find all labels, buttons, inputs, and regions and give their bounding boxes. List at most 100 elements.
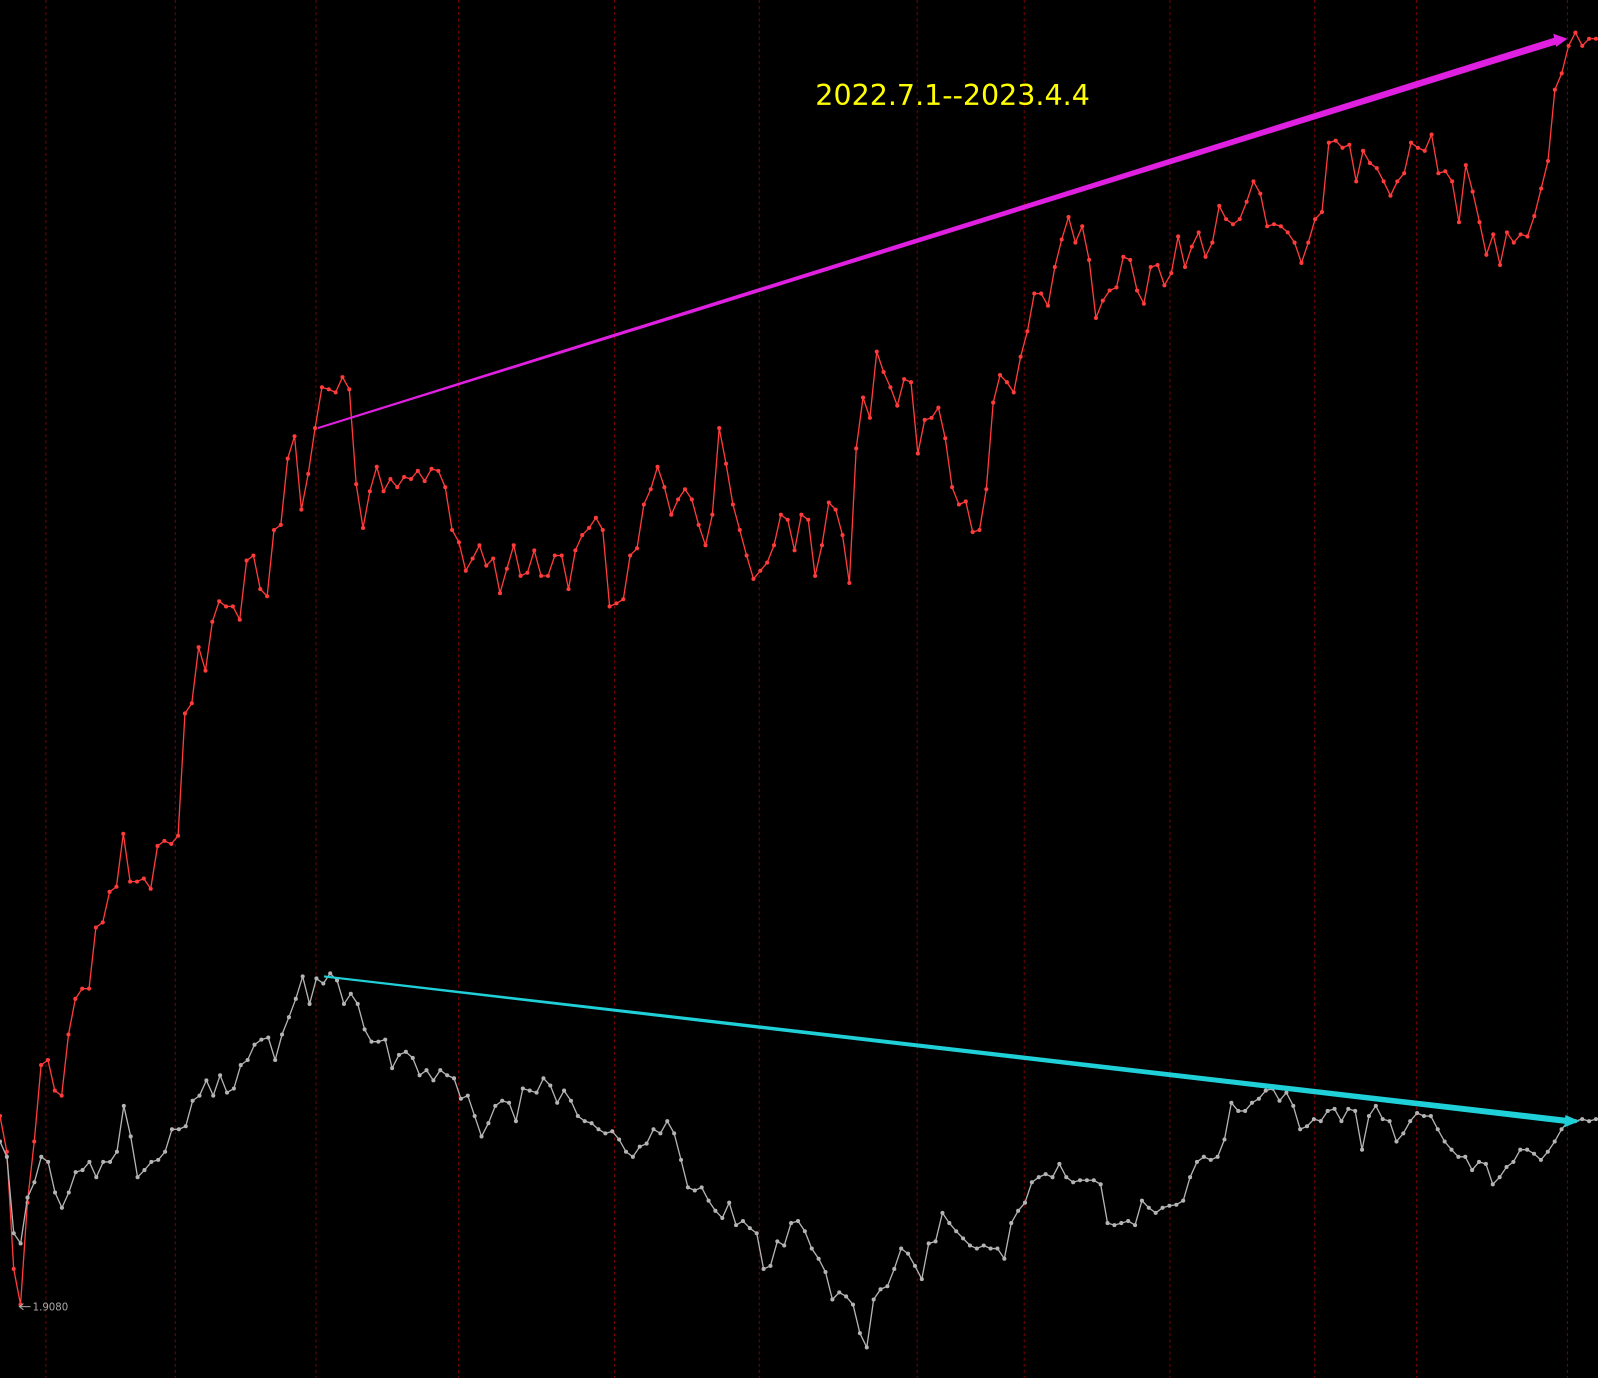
data-point [1256, 1096, 1261, 1101]
data-point [25, 1195, 30, 1200]
data-point [847, 580, 852, 586]
data-point [727, 1200, 732, 1205]
data-point [651, 1127, 656, 1132]
data-point [1484, 252, 1489, 257]
data-point [703, 543, 708, 548]
data-point [1100, 298, 1105, 303]
data-point [87, 986, 92, 991]
data-point [245, 1057, 250, 1063]
data-point [582, 1119, 587, 1124]
data-point [1374, 166, 1379, 171]
data-point [381, 489, 386, 494]
data-point [1532, 1151, 1537, 1156]
data-point [1133, 1223, 1138, 1228]
data-point [902, 377, 907, 382]
data-point [1538, 1157, 1543, 1162]
data-point [623, 1149, 629, 1154]
data-point [238, 1063, 243, 1068]
data-point [251, 553, 256, 558]
data-point [1196, 230, 1201, 235]
data-point [445, 1073, 450, 1078]
data-point [1244, 199, 1249, 204]
data-point [211, 1093, 216, 1098]
data-point [1450, 179, 1455, 184]
data-point [713, 1208, 718, 1213]
data-point [59, 1205, 64, 1210]
data-point [491, 556, 496, 561]
data-point [1018, 354, 1023, 359]
trend-arrow [317, 36, 1559, 430]
data-point [1215, 1154, 1220, 1159]
data-point [751, 576, 756, 581]
data-point [479, 1134, 484, 1139]
data-point [402, 474, 407, 480]
data-point [830, 1297, 835, 1302]
data-point [1043, 1172, 1048, 1177]
data-point [1243, 1108, 1248, 1113]
data-point [1340, 145, 1345, 150]
data-point [1346, 1106, 1351, 1111]
data-point [1141, 301, 1146, 306]
data-point [1134, 288, 1140, 293]
data-point [456, 540, 461, 545]
data-point [1319, 209, 1325, 215]
data-point [1071, 1180, 1076, 1185]
data-point [967, 1243, 972, 1248]
data-point [73, 996, 78, 1001]
data-point [52, 1088, 57, 1093]
data-point [149, 1159, 154, 1164]
data-point [156, 1157, 161, 1162]
data-point [278, 522, 283, 527]
data-point [864, 1345, 869, 1350]
data-point [383, 1037, 388, 1042]
data-point [575, 1114, 580, 1119]
data-point [45, 1057, 50, 1063]
data-point [1169, 271, 1174, 276]
data-point [108, 1159, 113, 1164]
data-point [1539, 186, 1544, 191]
data-point [1258, 191, 1263, 196]
data-point [906, 1251, 911, 1256]
data-point [273, 1057, 278, 1063]
data-point [765, 560, 770, 565]
period-title: 2022.7.1--2023.4.4 [815, 79, 1090, 112]
data-point [244, 558, 249, 563]
data-point [589, 1121, 594, 1126]
data-point [559, 553, 564, 558]
data-point [837, 1290, 842, 1295]
data-point [333, 390, 338, 395]
data-point [1278, 224, 1283, 229]
data-point [1292, 240, 1297, 245]
data-point [1066, 215, 1071, 220]
arrow-head [1553, 33, 1568, 47]
data-point [1224, 217, 1229, 222]
data-point [963, 499, 968, 504]
data-point [142, 1168, 147, 1173]
data-point [415, 468, 420, 473]
data-point [511, 543, 516, 548]
data-point [265, 594, 270, 599]
data-point [826, 500, 831, 505]
data-point [573, 548, 578, 553]
data-point [768, 1263, 773, 1268]
data-point [313, 426, 318, 431]
data-point [628, 553, 633, 558]
data-point [155, 843, 160, 848]
data-point [1318, 1119, 1323, 1124]
data-point [39, 1063, 44, 1068]
data-point [1032, 291, 1037, 296]
data-point [292, 434, 297, 439]
data-point [1128, 257, 1133, 262]
data-point [230, 604, 235, 609]
data-point [114, 884, 119, 889]
data-point [0, 1139, 3, 1144]
data-point [493, 1103, 498, 1108]
data-point [1009, 1221, 1014, 1226]
data-point [80, 986, 85, 991]
data-point [87, 1159, 92, 1164]
data-point [1443, 169, 1448, 174]
data-point [1408, 1119, 1413, 1124]
data-point [685, 1185, 690, 1190]
data-point [39, 1154, 44, 1159]
data-point [1146, 1205, 1151, 1210]
